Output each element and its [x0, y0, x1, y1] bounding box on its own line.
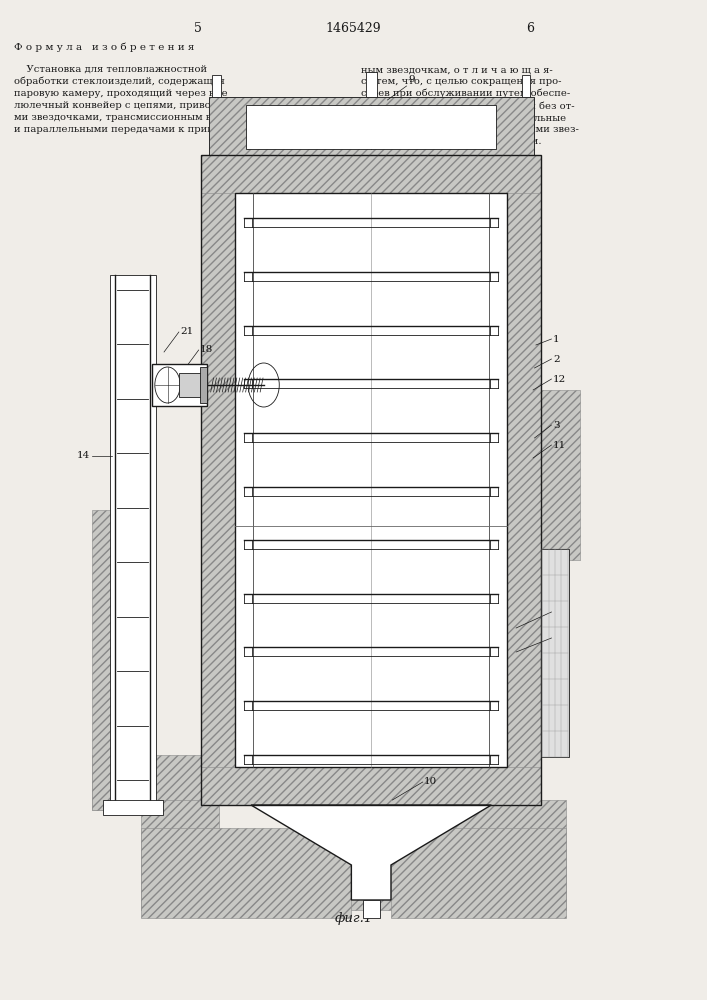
- Bar: [541, 549, 569, 757]
- Bar: [201, 155, 541, 193]
- Bar: [522, 75, 530, 97]
- Text: Ф о р м у л а   и з о б р е т е н и я: Ф о р м у л а и з о б р е т е н и я: [14, 42, 194, 51]
- Bar: [92, 510, 113, 810]
- Bar: [209, 97, 534, 155]
- Text: 9: 9: [409, 75, 415, 84]
- Text: ным звездочкам, о т л и ч а ю щ а я-
ся тем, что, с целью сокращения про-
стоев : ным звездочкам, о т л и ч а ю щ а я- ся …: [361, 65, 578, 146]
- Bar: [363, 900, 380, 918]
- Text: 18: 18: [200, 346, 214, 355]
- Polygon shape: [251, 805, 491, 900]
- Text: 11: 11: [553, 440, 566, 450]
- Bar: [141, 800, 219, 910]
- Bar: [141, 850, 566, 910]
- Text: 1: 1: [553, 334, 559, 344]
- Bar: [417, 800, 566, 910]
- Bar: [201, 155, 235, 805]
- Bar: [235, 193, 507, 767]
- Bar: [246, 105, 496, 149]
- Text: 21: 21: [180, 328, 194, 336]
- Bar: [200, 367, 207, 403]
- Bar: [212, 75, 221, 97]
- Text: 6: 6: [526, 22, 534, 35]
- Text: 3: 3: [553, 420, 559, 430]
- Text: 14: 14: [77, 452, 90, 460]
- Bar: [209, 97, 534, 155]
- Text: 5: 5: [194, 22, 202, 35]
- Text: 4: 4: [553, 607, 559, 616]
- Text: 13: 13: [553, 634, 566, 643]
- Bar: [152, 364, 207, 406]
- Text: фиг.1: фиг.1: [334, 912, 373, 925]
- Bar: [141, 828, 351, 918]
- Bar: [201, 767, 541, 805]
- Bar: [201, 155, 541, 805]
- Text: 12: 12: [553, 374, 566, 383]
- Bar: [92, 755, 212, 810]
- Bar: [103, 800, 163, 815]
- Bar: [391, 828, 566, 918]
- Bar: [366, 72, 377, 97]
- Bar: [507, 155, 541, 805]
- Bar: [179, 373, 204, 397]
- Text: 1465429: 1465429: [326, 22, 381, 35]
- Text: 2: 2: [553, 355, 559, 363]
- Bar: [110, 275, 156, 805]
- Text: Установка для тепловлажностной
обработки стеклоизделий, содержащая
паровую камер: Установка для тепловлажностной обработки…: [14, 65, 238, 134]
- Bar: [523, 390, 580, 560]
- Text: 10: 10: [424, 778, 438, 786]
